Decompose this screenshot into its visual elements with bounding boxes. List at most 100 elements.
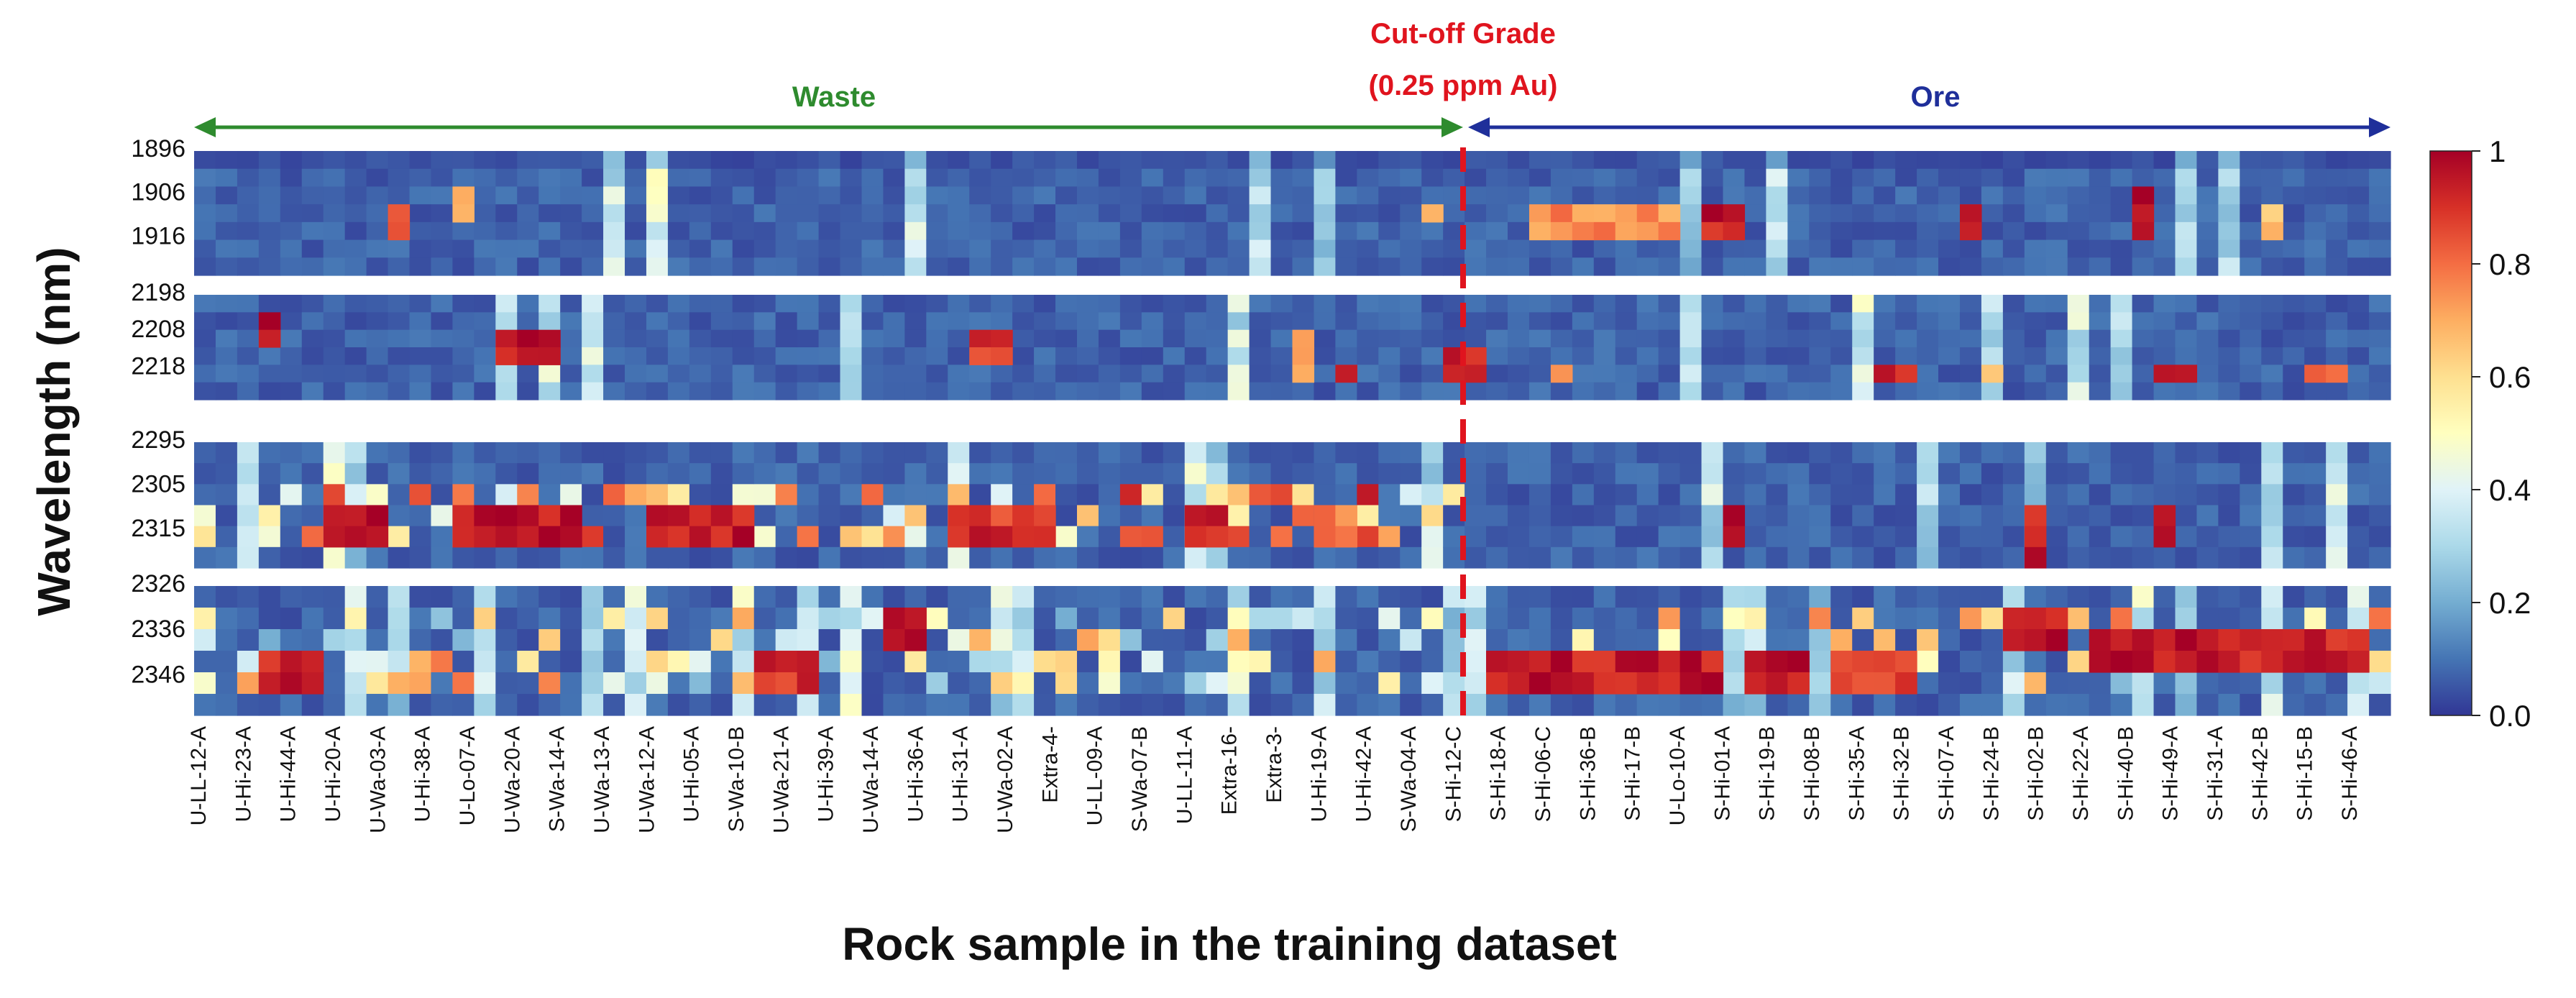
heatmap-cell [2024,672,2047,695]
heatmap-cell [1034,221,1056,241]
heatmap-cell [237,382,260,400]
heatmap-cell [215,186,238,205]
heatmap-cell [431,694,454,716]
heatmap-hot-cell [2089,629,2112,651]
heatmap-cell [732,257,755,276]
colorbar-ticks: 10.80.60.40.20.0 [2472,134,2531,733]
heatmap-cell [1314,204,1336,223]
heatmap-cell [775,629,798,651]
heatmap-cell [1400,239,1422,258]
heatmap-cell [1959,168,1982,188]
heatmap-cell [969,365,991,383]
heatmap-cell [818,651,841,673]
heatmap-cell [1615,586,1638,608]
heatmap-cell [603,629,625,651]
heatmap-cell [280,239,303,258]
heatmap-hot-cell [1314,505,1336,527]
heatmap-cell [2024,382,2047,400]
heatmap-cell [603,257,625,276]
heatmap-cell [2196,608,2219,630]
heatmap-cell [2326,204,2348,223]
heatmap-cell [431,382,454,400]
heatmap-hot-cell [991,505,1013,527]
heatmap-hot-cell [1852,651,1874,673]
x-tick-label: U-LL-12-A [187,726,211,825]
heatmap-cell [689,382,712,400]
heatmap-cell [431,505,454,527]
heatmap-cell [2089,168,2112,188]
heatmap-cell [861,694,884,716]
heatmap-cell [1400,651,1422,673]
heatmap-cell [1034,329,1056,348]
heatmap-cell [1184,382,1207,400]
heatmap-cell [603,239,625,258]
heatmap-cell [2110,484,2133,506]
heatmap-cell [366,221,389,241]
heatmap-cell [991,151,1013,170]
heatmap-hot-cell [969,505,991,527]
heatmap-cell [1874,347,1896,365]
heatmap-cell [2045,347,2068,365]
heatmap-cell [710,295,733,313]
heatmap-cell [625,151,647,170]
heatmap-cell [560,484,582,506]
x-tick-label: U-Hi-20-A [321,726,345,822]
heatmap-cell [280,463,303,485]
heatmap-cell [1528,608,1551,630]
heatmap-cell [1076,329,1099,348]
heatmap-cell [603,526,625,548]
heatmap-cell [1658,586,1681,608]
heatmap-cell [625,586,647,608]
heatmap-cell [517,546,539,569]
heatmap-hot-cell [1528,651,1551,673]
heatmap-cell [2196,257,2219,276]
x-tick-label: S-Hi-32-B [1890,726,1914,821]
heatmap-cell [1981,186,2004,205]
heatmap-cell [388,651,411,673]
heatmap-cell [1055,151,1078,170]
heatmap-cell [948,463,970,485]
heatmap-cell [1830,484,1853,506]
heatmap-cell [1141,257,1164,276]
heatmap-cell [2153,694,2176,716]
heatmap-cell [1465,186,1487,205]
heatmap-hot-cell [1421,204,1444,223]
heatmap-cell [2002,257,2025,276]
heatmap-cell [1357,168,1379,188]
heatmap-cell [1292,526,1315,548]
heatmap-hot-cell [1572,651,1595,673]
heatmap-hot-cell [797,651,820,673]
heatmap-cell [1465,168,1487,188]
heatmap-cell [1486,151,1508,170]
heatmap-cell [1357,382,1379,400]
heatmap-cell [969,672,991,695]
heatmap-cell [797,694,820,716]
heatmap-cell [1206,329,1229,348]
heatmap-cell [517,382,539,400]
heatmap-cell [2175,586,2198,608]
y-tick-label: 1906 [131,179,185,206]
heatmap-cell [818,672,841,695]
heatmap-cell [732,151,755,170]
heatmap-cell [2132,347,2155,365]
heatmap-cell [1055,221,1078,241]
heatmap-cell [753,295,776,313]
heatmap-cell [1076,257,1099,276]
heatmap-cell [301,608,324,630]
heatmap-cell [1938,186,1961,205]
heatmap-cell [1959,651,1982,673]
heatmap-cell [2283,186,2305,205]
heatmap-cell [1852,608,1874,630]
heatmap-hot-cell [1636,204,1659,223]
heatmap-cell [1034,442,1056,464]
heatmap-cell [1701,257,1724,276]
heatmap-cell [991,186,1013,205]
heatmap-cell [323,257,346,276]
heatmap-cell [667,312,690,331]
heatmap-cell [2002,312,2025,331]
heatmap-cell [1809,312,1831,331]
heatmap-cell [1335,629,1357,651]
heatmap-cell [1076,312,1099,331]
heatmap-cell [1465,546,1487,569]
heatmap-cell [1357,365,1379,383]
